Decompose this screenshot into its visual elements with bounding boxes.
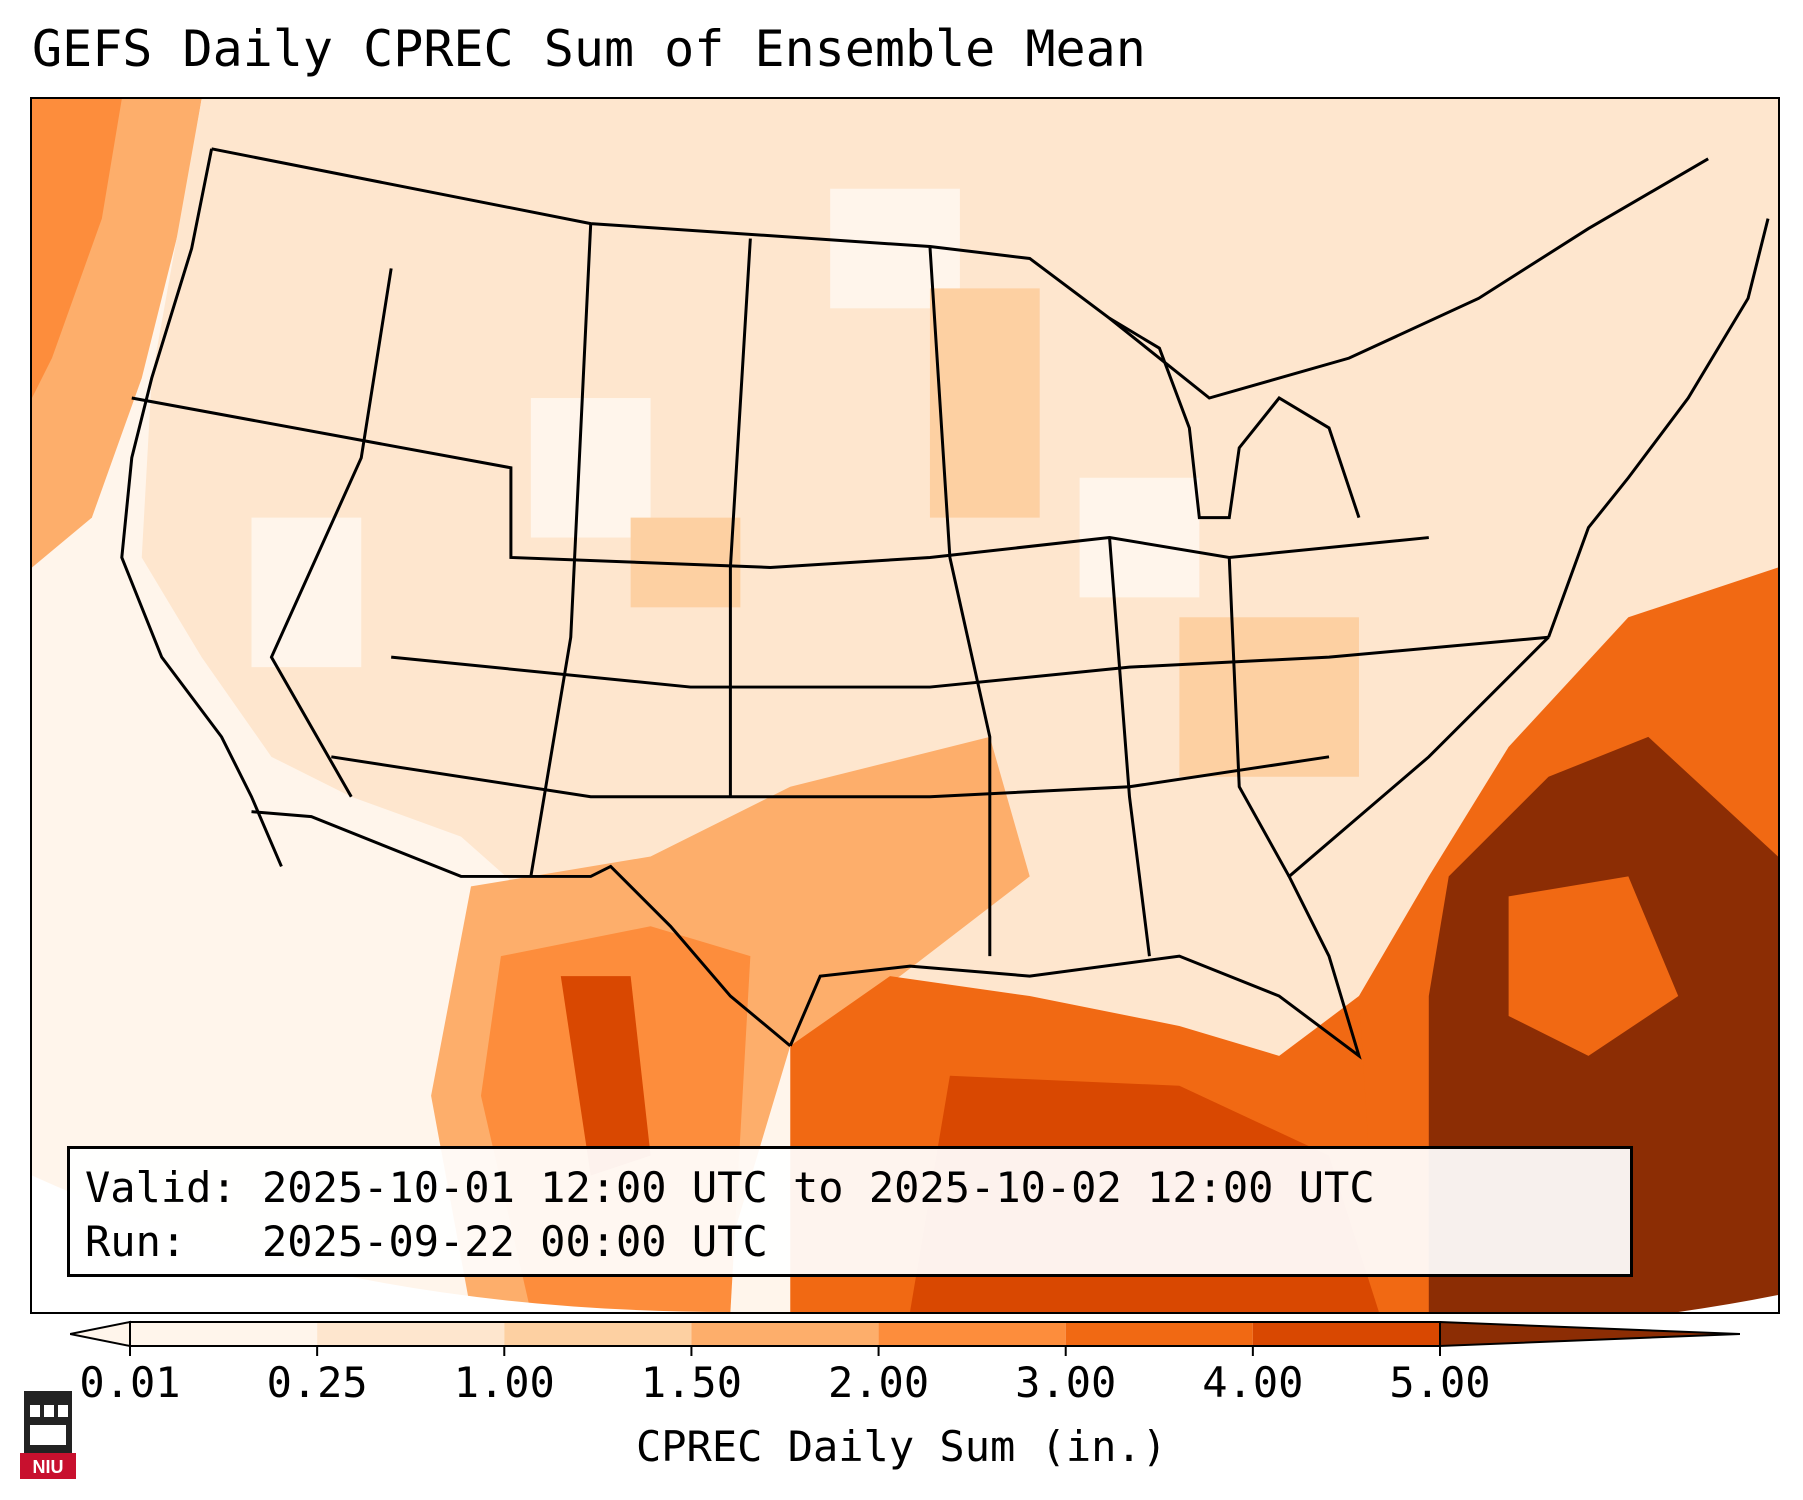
colorbar-tick-label: 3.00: [1015, 1358, 1117, 1407]
precip-patch: [530, 398, 651, 538]
colorbar-graphic: [69, 1320, 1741, 1356]
projection-edge-right: [1678, 1295, 1778, 1312]
logo-band: [20, 1453, 76, 1479]
colorbar-segment: [878, 1322, 1066, 1346]
colorbar-tick-label: 4.00: [1202, 1358, 1304, 1407]
colorbar-tick-label: 1.50: [640, 1358, 742, 1407]
colorbar-segment: [1065, 1322, 1253, 1346]
precip-map[interactable]: [30, 97, 1780, 1314]
precip-patch: [1179, 617, 1359, 777]
niu-logo-icon: NIU: [20, 1385, 76, 1481]
colorbar-under-arrow: [69, 1320, 131, 1348]
colorbar-tick-label: 5.00: [1389, 1358, 1491, 1407]
valid-value: 2025-10-01 12:00 UTC to 2025-10-02 12:00…: [262, 1163, 1375, 1212]
gulf-atlantic-coastline: [788, 636, 1550, 1060]
us-mexico-border: [251, 810, 792, 1048]
colorbar-segment: [691, 1322, 879, 1346]
colorbar-tick-label: 0.01: [79, 1358, 181, 1407]
map-canvas: [32, 99, 1778, 1312]
colorbar-label: CPREC Daily Sum (in.): [635, 1422, 1167, 1471]
colorbar-frame: [129, 1321, 1441, 1347]
projection-edge-left: [32, 1175, 731, 1312]
state-line-col5: [1108, 537, 1151, 957]
state-line-row1: [131, 396, 1429, 569]
state-line-row3: [331, 755, 1330, 799]
sw-precip-peak: [560, 976, 651, 1176]
state-line-row2: [391, 635, 1549, 689]
logo-tower: [24, 1391, 72, 1455]
boundary-lines: [120, 147, 1770, 1060]
west-coastline: [120, 148, 283, 868]
colorbar-tick-label: 2.00: [827, 1358, 930, 1407]
logo-text: NIU: [33, 1457, 64, 1477]
precip-patch: [251, 517, 362, 668]
northeast-coastline: [1547, 218, 1770, 638]
colorbar-segment: [317, 1322, 505, 1346]
colorbar-over-arrow: [1439, 1320, 1741, 1348]
valid-label: Valid:: [85, 1163, 237, 1212]
state-line-col4: [928, 246, 992, 957]
state-line-col6: [1227, 557, 1291, 878]
colorbar-tick-label: 1.00: [453, 1358, 555, 1407]
state-line-col2: [529, 223, 593, 877]
state-line-col3: [728, 238, 752, 797]
map-title: GEFS Daily CPREC Sum of Ensemble Mean: [32, 20, 1146, 78]
colorbar-segment: [504, 1322, 692, 1346]
us-canada-border: [211, 147, 1709, 400]
run-value: 2025-09-22 00:00 UTC: [262, 1217, 768, 1266]
colorbar: [69, 1310, 1741, 1370]
valid-time-row: Valid: 2025-10-01 12:00 UTC to 2025-10-0…: [85, 1161, 1630, 1215]
colorbar-tick-label: 0.25: [266, 1358, 368, 1407]
precip-patch: [929, 288, 1040, 518]
valid-run-info-box: Valid: 2025-10-01 12:00 UTC to 2025-10-0…: [67, 1146, 1633, 1277]
run-time-row: Run: 2025-09-22 00:00 UTC: [85, 1215, 1630, 1269]
state-line-col1: [269, 268, 393, 798]
colorbar-segment: [1252, 1322, 1440, 1346]
colorbar-segment: [130, 1322, 318, 1346]
pacific-precip-core: [32, 99, 122, 399]
great-lakes-outline: [1108, 316, 1361, 520]
atlantic-precip-pocket: [1508, 876, 1679, 1056]
run-label: Run:: [85, 1217, 187, 1266]
